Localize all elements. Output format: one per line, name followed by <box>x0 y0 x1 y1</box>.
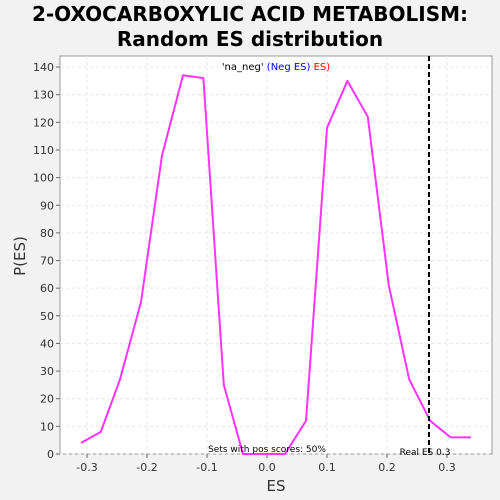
grid <box>60 56 492 455</box>
y-tick-label: 50 <box>40 310 54 323</box>
y-tick-label: 80 <box>40 227 54 240</box>
marks <box>80 56 471 455</box>
y-tick-label: 0 <box>47 448 54 461</box>
y-tick-label: 110 <box>33 144 54 157</box>
x-axis-label: ES <box>267 477 286 495</box>
x-tick-label: 0.3 <box>438 461 456 474</box>
axes: 0 10 20 30 40 50 60 70 80 90 100 110 120 130 140 -0.3 -0… <box>33 61 456 474</box>
chart-title-line-2: Random ES distribution <box>116 27 384 51</box>
real-es-label: Real ES 0.3 <box>400 448 451 458</box>
y-tick-label: 40 <box>40 337 54 350</box>
plot-area <box>59 55 493 455</box>
legend-text-part: ES) <box>314 62 331 73</box>
y-tick-label: 90 <box>40 199 54 212</box>
x-tick-label: -0.1 <box>196 461 217 474</box>
y-axis-label: P(ES) <box>11 236 29 276</box>
legend-text-part: 'na_neg' <box>222 62 267 73</box>
y-tick-label: 70 <box>40 255 54 268</box>
chart-title-line-1: 2-OXOCARBOXYLIC ACID METABOLISM: <box>31 2 469 26</box>
y-tick-label: 100 <box>33 172 54 185</box>
chart-title: 2-OXOCARBOXYLIC ACID METABOLISM: Random … <box>0 2 500 52</box>
y-tick-label: 10 <box>40 420 54 433</box>
x-tick-label: 0.2 <box>378 461 396 474</box>
legend: 'na_neg' (Neg ES) ES) <box>222 62 330 73</box>
y-tick-label: 130 <box>33 89 54 102</box>
y-tick-label: 60 <box>40 282 54 295</box>
x-tick-label: -0.2 <box>136 461 157 474</box>
x-tick-label: 0.0 <box>258 461 276 474</box>
x-tick-label: 0.1 <box>318 461 336 474</box>
pos-scores-annotation: Sets with pos scores: 50% <box>208 445 326 455</box>
y-tick-label: 140 <box>33 61 54 74</box>
y-tick-label: 20 <box>40 393 54 406</box>
legend-text-part: (Neg ES) <box>267 62 314 73</box>
x-tick-label: -0.3 <box>76 461 97 474</box>
y-tick-label: 30 <box>40 365 54 378</box>
y-tick-label: 120 <box>33 116 54 129</box>
es-distribution-line <box>80 74 471 455</box>
